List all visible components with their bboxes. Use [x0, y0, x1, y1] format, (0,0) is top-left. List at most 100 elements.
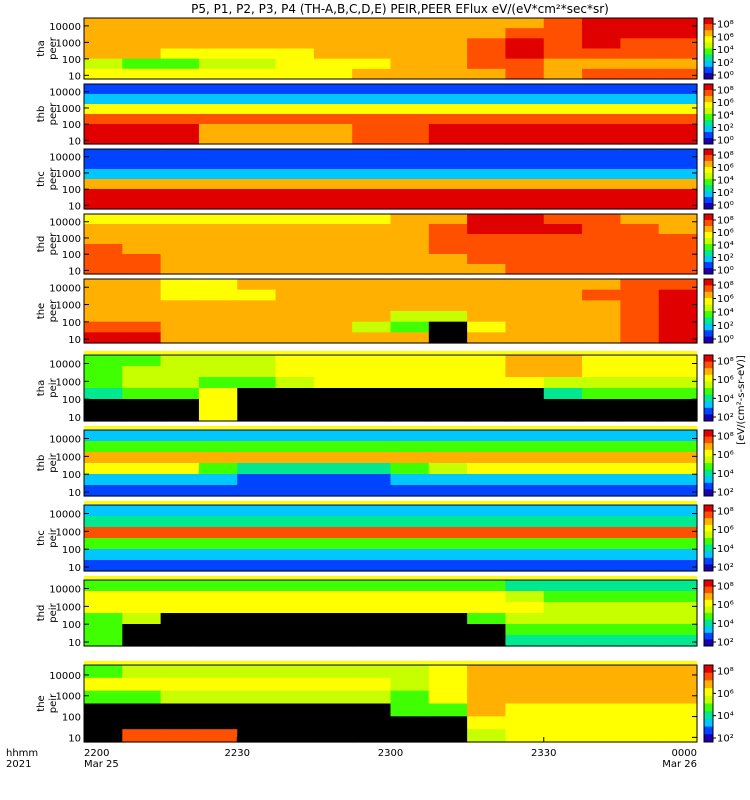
heatmap-cell	[313, 244, 353, 255]
heatmap-cell	[505, 635, 545, 647]
heatmap-cell	[543, 264, 583, 275]
heatmap-cell	[237, 179, 277, 190]
heatmap-cell	[352, 68, 392, 80]
heatmap-cell	[275, 311, 315, 323]
heatmap-cell	[467, 602, 507, 614]
heatmap-cell	[198, 214, 238, 225]
heatmap-cell	[275, 516, 315, 528]
heatmap-cell	[582, 279, 621, 291]
heatmap-cell	[582, 114, 621, 125]
panel-probe-label: thb	[36, 106, 47, 123]
heatmap-cell	[658, 377, 698, 389]
panel-product-label: peer	[48, 36, 59, 60]
heatmap-cell	[237, 549, 277, 561]
heatmap-cell	[198, 149, 238, 160]
heatmap-cell	[275, 729, 315, 743]
heatmap-cell	[390, 716, 430, 730]
heatmap-cell	[275, 505, 315, 517]
heatmap-cell	[84, 516, 123, 528]
panel-product-label: peir	[48, 377, 59, 397]
colorbar-segment	[704, 108, 713, 115]
heatmap-cell	[658, 703, 698, 717]
colorbar-tick-label: 10⁶	[717, 689, 734, 700]
y-tick-label: 1000	[56, 527, 81, 538]
heatmap-cell	[543, 690, 583, 705]
heatmap-cell	[122, 516, 162, 528]
colorbar-segment	[704, 96, 713, 103]
heatmap-cell	[505, 332, 545, 344]
colorbar-tick-label: 10⁸	[717, 20, 734, 31]
heatmap-cell	[543, 538, 583, 550]
heatmap-cell	[582, 124, 621, 135]
colorbar-segment	[704, 317, 713, 325]
heatmap-cell	[198, 729, 238, 743]
heatmap-cell	[582, 560, 621, 572]
heatmap-cell	[275, 602, 315, 614]
heatmap-cell	[313, 355, 353, 367]
heatmap-cell	[160, 159, 200, 170]
heatmap-cell	[122, 28, 162, 39]
heatmap-cell	[620, 549, 660, 561]
heatmap-cell	[352, 452, 392, 464]
heatmap-cell	[198, 244, 238, 255]
y-tick-label: 100	[62, 545, 81, 556]
heatmap-cell	[582, 463, 621, 475]
heatmap-cell	[582, 199, 621, 210]
heatmap-cell	[582, 474, 621, 486]
heatmap-cell	[122, 716, 162, 730]
heatmap-cell	[543, 189, 583, 200]
heatmap-cell	[352, 58, 392, 70]
colorbar-segment	[704, 586, 713, 594]
heatmap-cell	[467, 366, 507, 378]
heatmap-cell	[313, 94, 353, 105]
heatmap-cell	[620, 134, 660, 145]
heatmap-cell	[543, 179, 583, 190]
heatmap-cell	[237, 48, 277, 60]
heatmap-cell	[658, 516, 698, 528]
colorbar-segment	[704, 226, 713, 233]
heatmap-cell	[237, 264, 277, 275]
heatmap-cell	[505, 430, 545, 442]
heatmap-cell	[543, 114, 583, 125]
heatmap-cell	[122, 264, 162, 275]
heatmap-cell	[198, 485, 238, 497]
heatmap-cell	[390, 703, 430, 717]
heatmap-cell	[352, 355, 392, 367]
heatmap-cell	[467, 149, 507, 160]
heatmap-cell	[275, 377, 315, 389]
heatmap-cell	[160, 441, 200, 453]
heatmap-cell	[160, 538, 200, 550]
heatmap-cell	[84, 332, 123, 344]
heatmap-cell	[582, 58, 621, 70]
heatmap-cell	[160, 485, 200, 497]
heatmap-cell	[390, 410, 430, 422]
heatmap-cell	[390, 613, 430, 625]
heatmap-cell	[352, 549, 392, 561]
heatmap-cell	[237, 18, 277, 29]
heatmap-cell	[505, 463, 545, 475]
heatmap-cell	[658, 677, 698, 692]
colorbar-segment	[704, 24, 713, 31]
heatmap-cell	[84, 114, 123, 125]
heatmap-cell	[313, 665, 353, 679]
heatmap-cell	[198, 68, 238, 80]
heatmap-cell	[428, 94, 468, 105]
heatmap-cell	[84, 452, 123, 464]
heatmap-cell	[658, 84, 698, 95]
heatmap-cell	[275, 289, 315, 301]
heatmap-cell	[352, 560, 392, 572]
heatmap-cell	[390, 377, 430, 389]
heatmap-cell	[275, 169, 315, 180]
heatmap-cell	[352, 199, 392, 210]
heatmap-cell	[505, 591, 545, 603]
heatmap-cell	[275, 410, 315, 422]
heatmap-cell	[505, 214, 545, 225]
heatmap-cell	[160, 114, 200, 125]
heatmap-cell	[122, 189, 162, 200]
heatmap-cell	[467, 38, 507, 50]
colorbar-segment	[704, 606, 713, 614]
heatmap-cell	[428, 169, 468, 180]
heatmap-cell	[160, 560, 200, 572]
